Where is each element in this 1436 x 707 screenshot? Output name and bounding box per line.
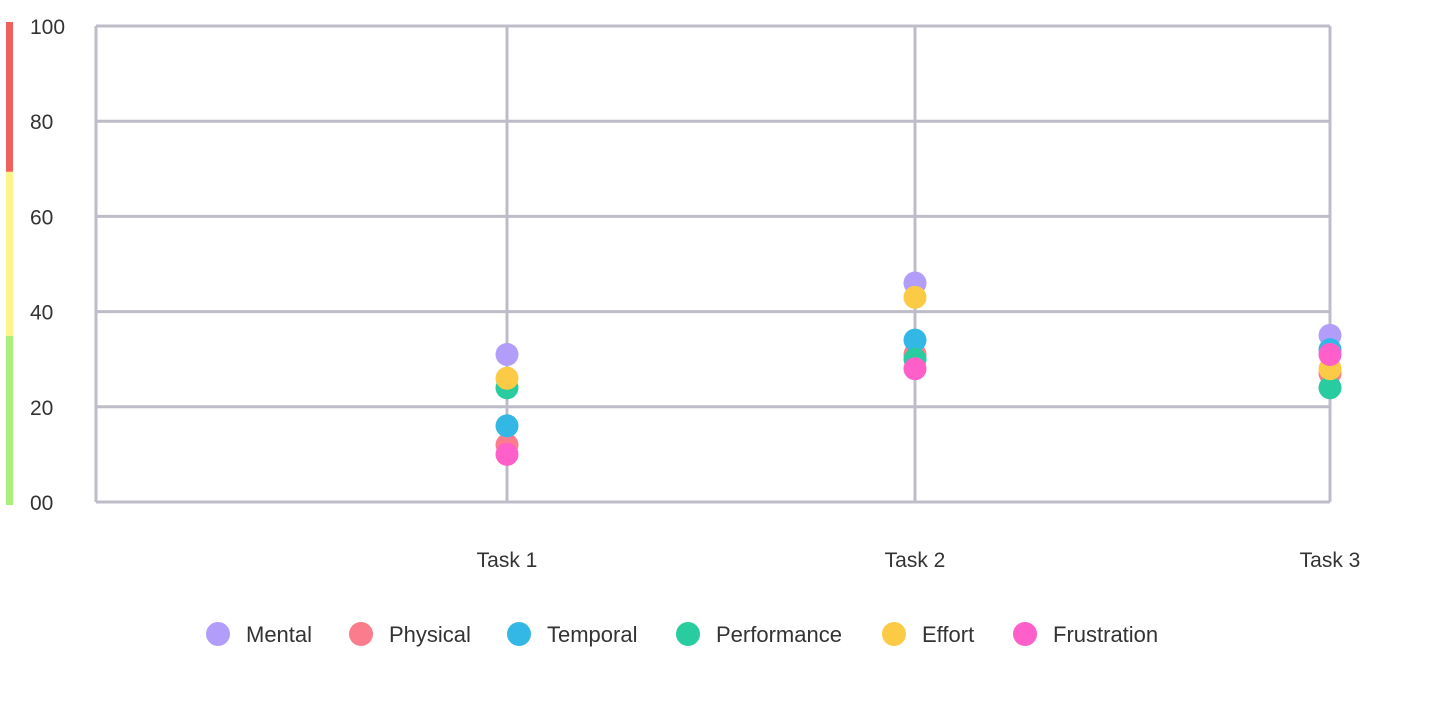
y-tick-label: 00 xyxy=(30,492,53,515)
y-tick-label: 60 xyxy=(30,206,53,229)
legend-item-frustration: Frustration xyxy=(1013,622,1158,647)
x-category-label: Task 2 xyxy=(885,549,946,572)
zone-segment-1 xyxy=(6,171,13,336)
data-point-temporal xyxy=(903,328,927,352)
legend-item-mental: Mental xyxy=(206,622,312,647)
legend-label: Mental xyxy=(246,622,312,647)
legend-item-temporal: Temporal xyxy=(507,622,637,647)
data-point-effort xyxy=(495,366,519,390)
legend-item-physical: Physical xyxy=(349,622,471,647)
legend-marker xyxy=(882,622,906,646)
legend-item-effort: Effort xyxy=(882,622,974,647)
y-tick-label: 20 xyxy=(30,397,53,420)
x-category-label: Task 3 xyxy=(1300,549,1361,572)
data-point-mental xyxy=(495,342,519,366)
x-axis-category-labels: Task 1 Task 2 Task 3 xyxy=(477,549,1361,572)
legend-item-performance: Performance xyxy=(676,622,842,647)
legend-label: Effort xyxy=(922,622,974,647)
y-axis-tick-labels: 00 20 40 60 80 100 xyxy=(30,16,65,515)
legend-label: Performance xyxy=(716,622,842,647)
legend-label: Frustration xyxy=(1053,622,1158,647)
legend-marker xyxy=(1013,622,1037,646)
data-point-performance xyxy=(1318,376,1342,400)
y-tick-label: 100 xyxy=(30,16,65,39)
legend: Mental Physical Temporal Performance Effort F… xyxy=(206,622,1158,647)
legend-label: Physical xyxy=(389,622,471,647)
legend-marker xyxy=(676,622,700,646)
data-point-effort xyxy=(903,285,927,309)
y-tick-label: 80 xyxy=(30,111,53,134)
y-tick-label: 40 xyxy=(30,302,53,325)
plot-grid xyxy=(94,24,1332,504)
data-point-temporal xyxy=(495,414,519,438)
data-point-frustration xyxy=(903,357,927,381)
data-point-frustration xyxy=(495,442,519,466)
legend-marker xyxy=(206,622,230,646)
data-point-frustration xyxy=(1318,342,1342,366)
legend-marker xyxy=(507,622,531,646)
severity-zone-bar xyxy=(6,22,13,505)
x-category-label: Task 1 xyxy=(477,549,538,572)
zone-segment-0 xyxy=(6,335,13,505)
data-points xyxy=(495,271,1342,466)
legend-marker xyxy=(349,622,373,646)
legend-label: Temporal xyxy=(547,622,637,647)
zone-segment-2 xyxy=(6,22,13,172)
